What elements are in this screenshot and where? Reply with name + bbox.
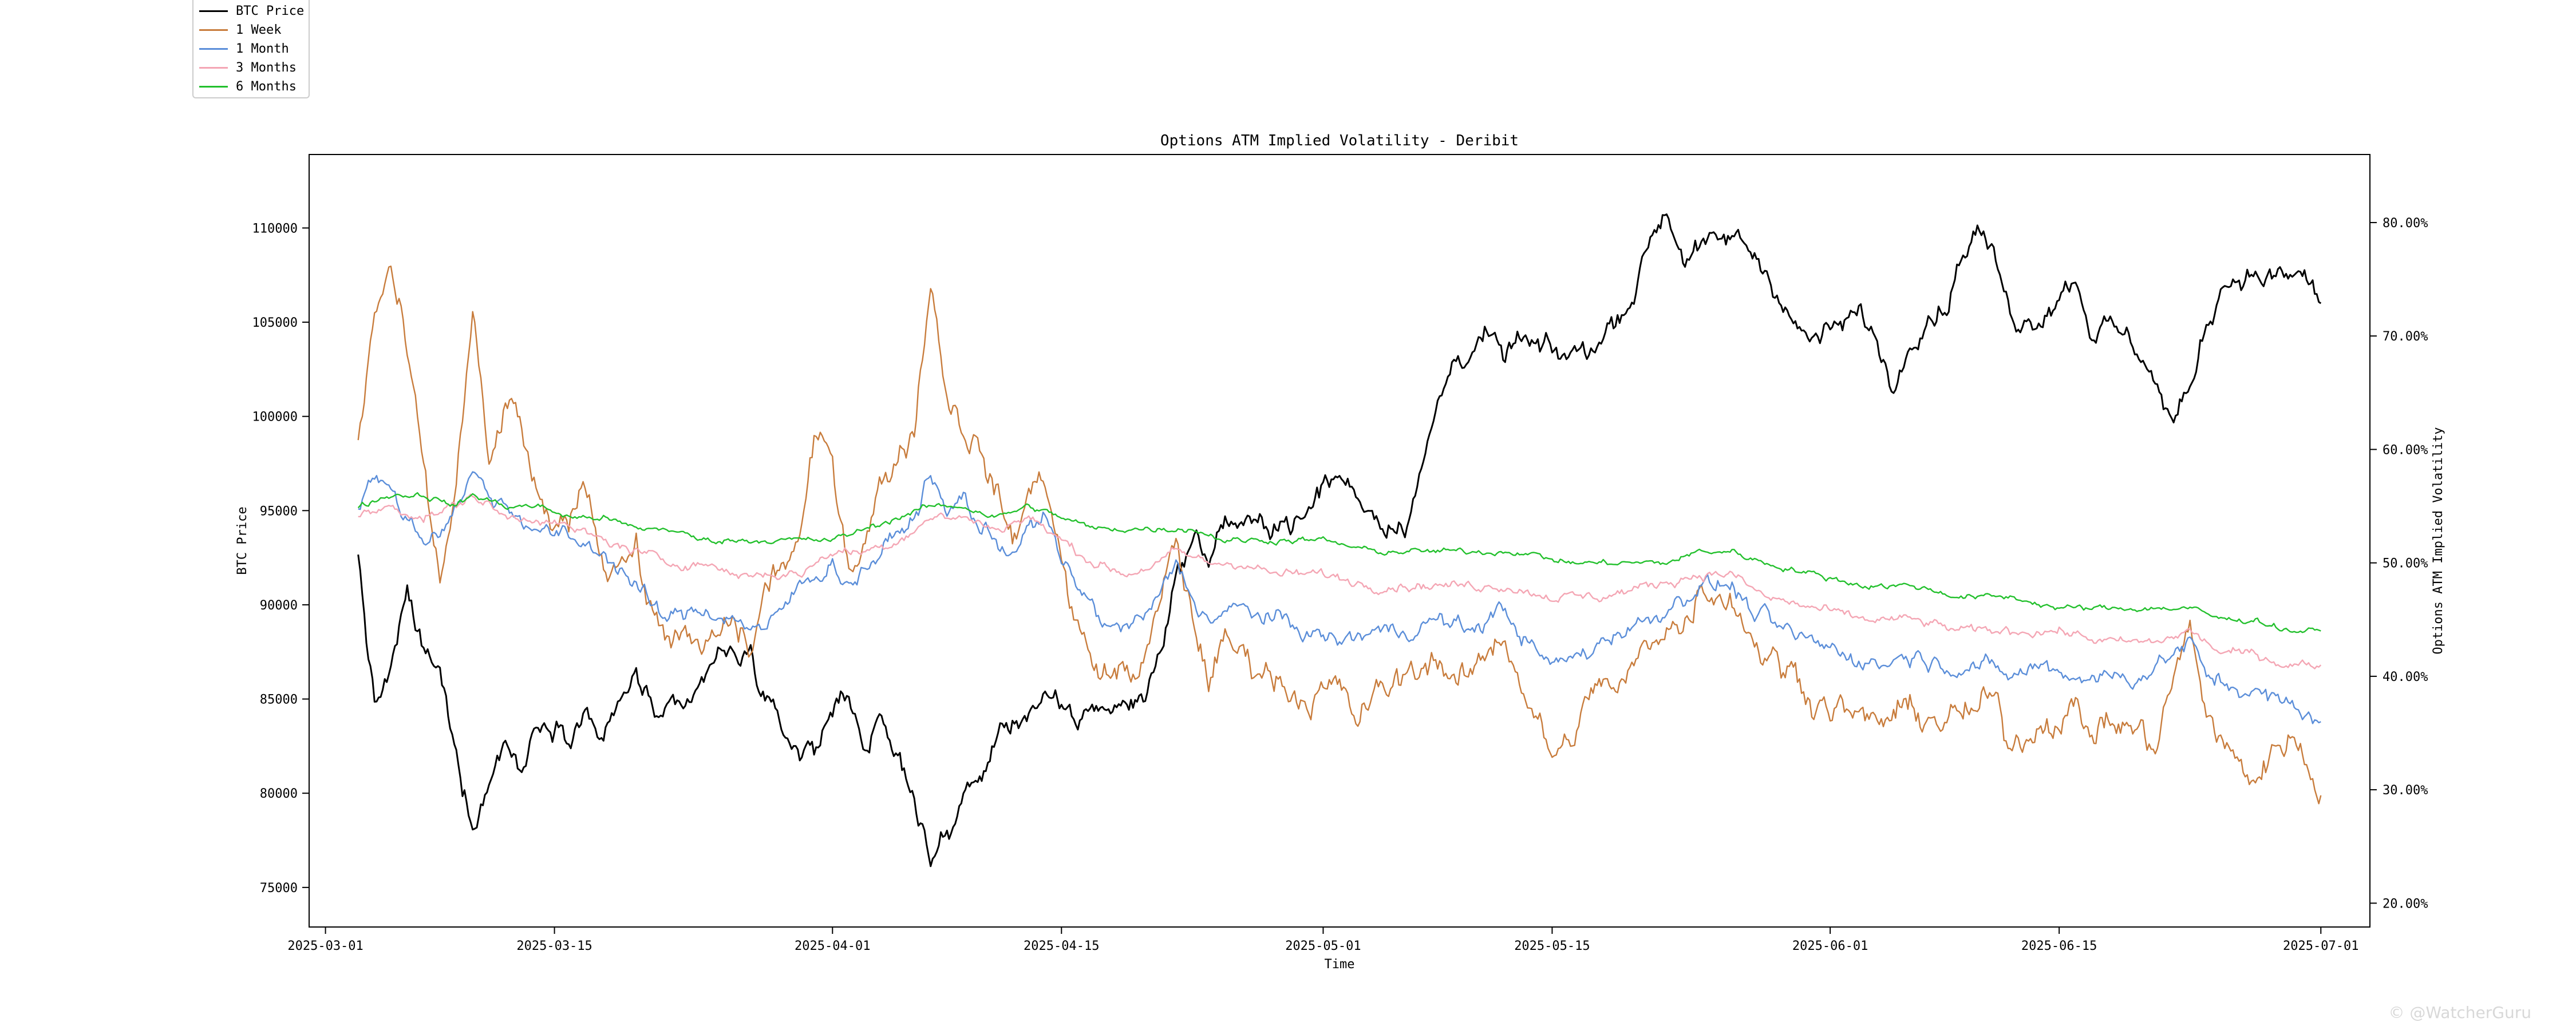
x-tick-label: 2025-06-01 [1792,939,1868,953]
legend-label: 1 Month [236,41,289,56]
legend-label: BTC Price [236,3,305,18]
watermark-text: © @WatcherGuru [2388,1003,2531,1022]
right-y-tick-label: 20.00% [2383,897,2428,911]
legend-item: BTC Price [199,2,304,19]
left-y-tick-label: 75000 [260,881,298,896]
left-y-tick-label: 95000 [260,504,298,518]
series-line-btc-price [357,213,2322,867]
left-y-tick-label: 100000 [252,410,298,425]
legend-label: 6 Months [236,79,297,94]
right-y-tick-label: 30.00% [2383,783,2428,798]
series-line-1-week [357,266,2322,805]
right-y-tick-label: 60.00% [2383,443,2428,457]
x-tick-label: 2025-05-15 [1514,939,1590,953]
left-y-tick-label: 90000 [260,599,298,613]
legend-item: 1 Week [199,21,281,38]
series-line-6-months [357,492,2321,633]
right-y-tick-label: 80.00% [2383,216,2428,231]
plot-lines [357,213,2322,867]
left-y-tick-label: 80000 [260,787,298,801]
axes-frame [309,154,2370,928]
legend-item: 6 Months [199,78,297,95]
right-y-axis: 20.00% 30.00% 40.00% 50.00% 60.00% 70.00% 80.0… [2370,216,2428,911]
legend-swatch [199,66,228,69]
series-line-1-month [358,471,2321,724]
x-tick-label: 2025-05-01 [1285,939,1361,953]
x-tick-label: 2025-07-01 [2283,939,2358,953]
legend: BTC Price 1 Week 1 Month 3 Months 6 Months [192,0,310,98]
chart-title: Options ATM Implied Volatility - Deribit [1160,132,1519,149]
left-y-axis-label: BTC Price [235,506,250,575]
x-tick-label: 2025-04-15 [1024,939,1099,953]
legend-label: 1 Week [236,22,282,37]
x-axis: 2025-03-01 2025-03-15 2025-04-01 2025-04-15… [287,927,2359,953]
right-y-tick-label: 70.00% [2383,330,2428,344]
left-y-axis: 75000 80000 85000 90000 95000 100000 105000 110… [252,221,309,896]
legend-label: 3 Months [236,60,297,75]
legend-swatch [199,47,228,50]
left-y-tick-label: 85000 [260,693,298,707]
x-tick-label: 2025-04-01 [795,939,870,953]
series-line-3-months [358,493,2322,670]
legend-item: 1 Month [199,40,289,57]
right-y-axis-label: Options ATM Implied Volatility [2431,427,2445,654]
x-tick-label: 2025-06-15 [2021,939,2097,953]
right-y-tick-label: 40.00% [2383,670,2428,684]
legend-swatch [199,85,228,88]
left-y-tick-label: 110000 [252,221,298,236]
right-y-tick-label: 50.00% [2383,557,2428,571]
x-tick-label: 2025-03-15 [516,939,592,953]
left-y-tick-label: 105000 [252,316,298,330]
legend-swatch [199,10,228,12]
legend-swatch [199,29,228,31]
legend-item: 3 Months [199,59,297,76]
x-axis-label: Time [1325,957,1355,972]
x-tick-label: 2025-03-01 [287,939,363,953]
